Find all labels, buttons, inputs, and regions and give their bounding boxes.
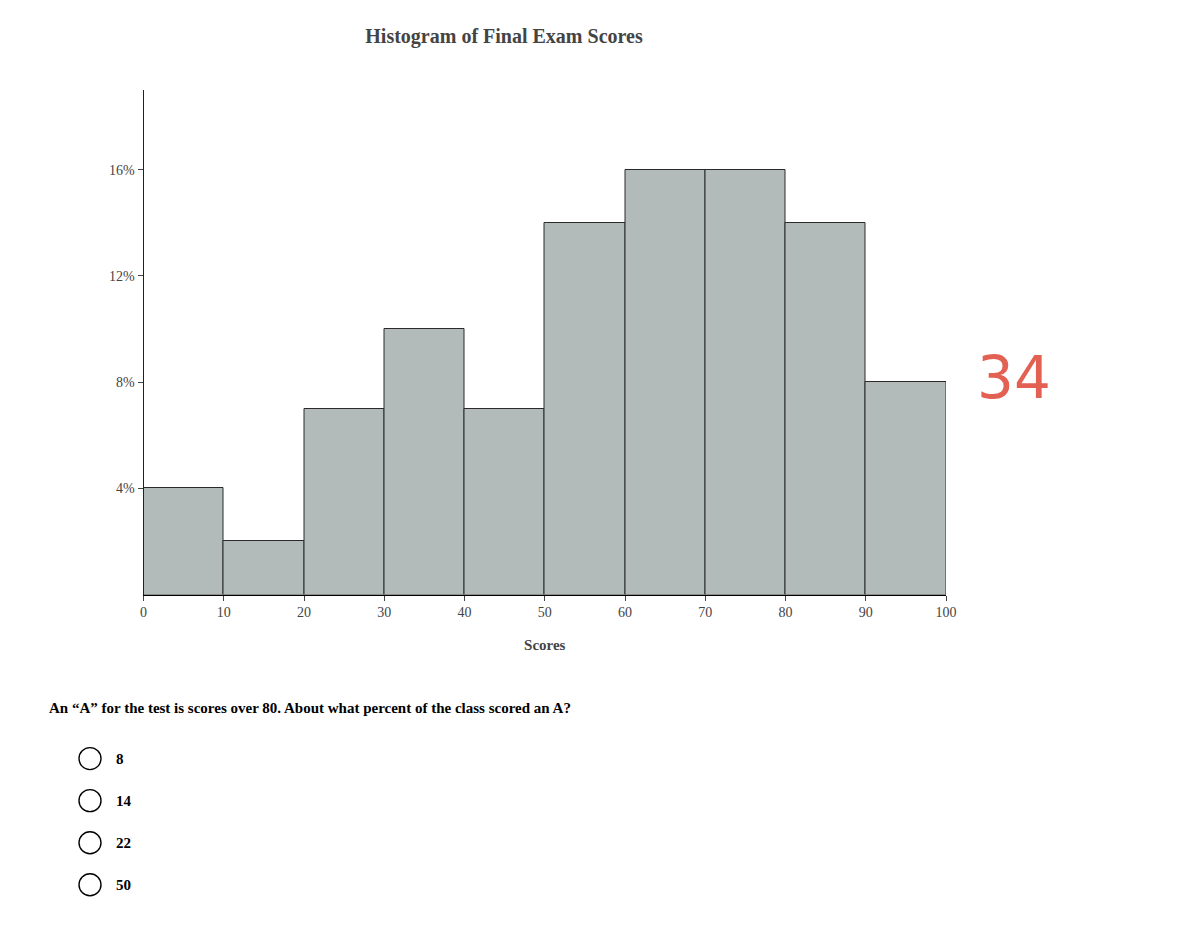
svg-text:0: 0 bbox=[140, 605, 147, 620]
svg-text:22: 22 bbox=[116, 835, 131, 851]
svg-text:16%: 16% bbox=[109, 163, 135, 178]
svg-text:30: 30 bbox=[377, 605, 391, 620]
svg-text:Scores: Scores bbox=[524, 637, 566, 653]
svg-text:40: 40 bbox=[458, 605, 472, 620]
svg-text:An “A” for the test is scores: An “A” for the test is scores over 80. A… bbox=[49, 700, 571, 716]
svg-text:34: 34 bbox=[977, 344, 1051, 412]
svg-text:14: 14 bbox=[116, 793, 132, 809]
svg-text:10: 10 bbox=[217, 605, 231, 620]
svg-text:Histogram of Final Exam Scores: Histogram of Final Exam Scores bbox=[365, 25, 643, 48]
svg-text:100: 100 bbox=[936, 605, 957, 620]
svg-text:50: 50 bbox=[538, 605, 552, 620]
svg-text:60: 60 bbox=[618, 605, 632, 620]
svg-text:8%: 8% bbox=[116, 375, 135, 390]
svg-text:4%: 4% bbox=[116, 481, 135, 496]
svg-text:50: 50 bbox=[116, 877, 131, 893]
svg-text:90: 90 bbox=[859, 605, 873, 620]
svg-text:80: 80 bbox=[779, 605, 793, 620]
svg-text:20: 20 bbox=[297, 605, 311, 620]
svg-text:12%: 12% bbox=[109, 269, 135, 284]
svg-text:70: 70 bbox=[698, 605, 712, 620]
svg-text:8: 8 bbox=[116, 751, 124, 767]
